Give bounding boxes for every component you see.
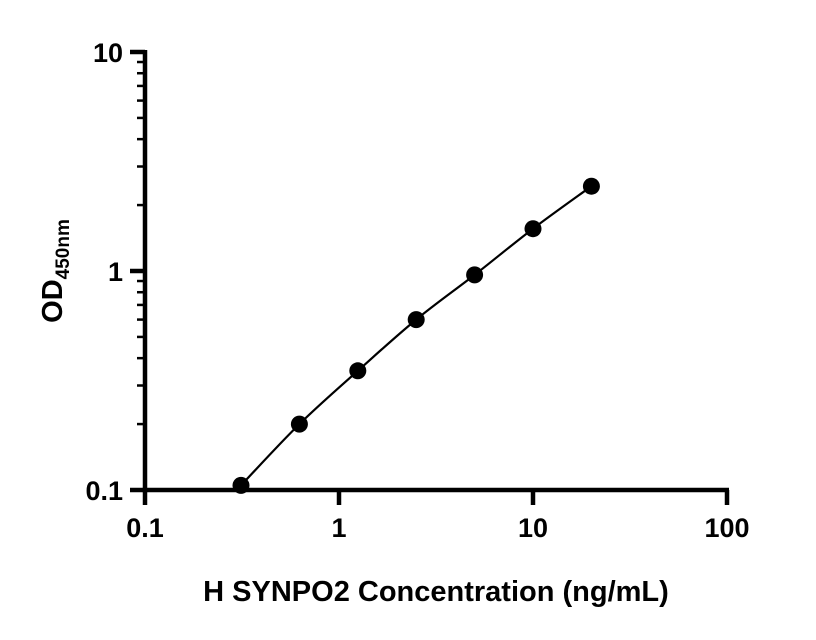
data-point <box>290 415 308 433</box>
data-point <box>524 220 542 238</box>
y-axis-title-subscript: 450nm <box>53 219 74 279</box>
data-point <box>232 476 250 494</box>
plot-area: 0.1 1 10 100 0.1 1 10 <box>85 38 749 543</box>
data-point <box>407 311 425 329</box>
data-point <box>349 362 367 380</box>
x-axis-title: H SYNPO2 Concentration (ng/mL) <box>203 576 669 608</box>
y-tick-label: 10 <box>93 38 123 68</box>
data-point <box>466 266 484 284</box>
y-tick-label: 0.1 <box>85 476 123 506</box>
x-tick-label: 0.1 <box>126 513 164 543</box>
x-tick-label: 1 <box>331 513 346 543</box>
y-tick-label: 1 <box>108 257 123 287</box>
data-point <box>582 177 600 195</box>
y-axis-title: OD450nm <box>37 219 74 323</box>
x-tick-label: 10 <box>518 513 548 543</box>
x-tick-label: 100 <box>704 513 749 543</box>
y-axis-title-main: OD <box>37 279 69 323</box>
